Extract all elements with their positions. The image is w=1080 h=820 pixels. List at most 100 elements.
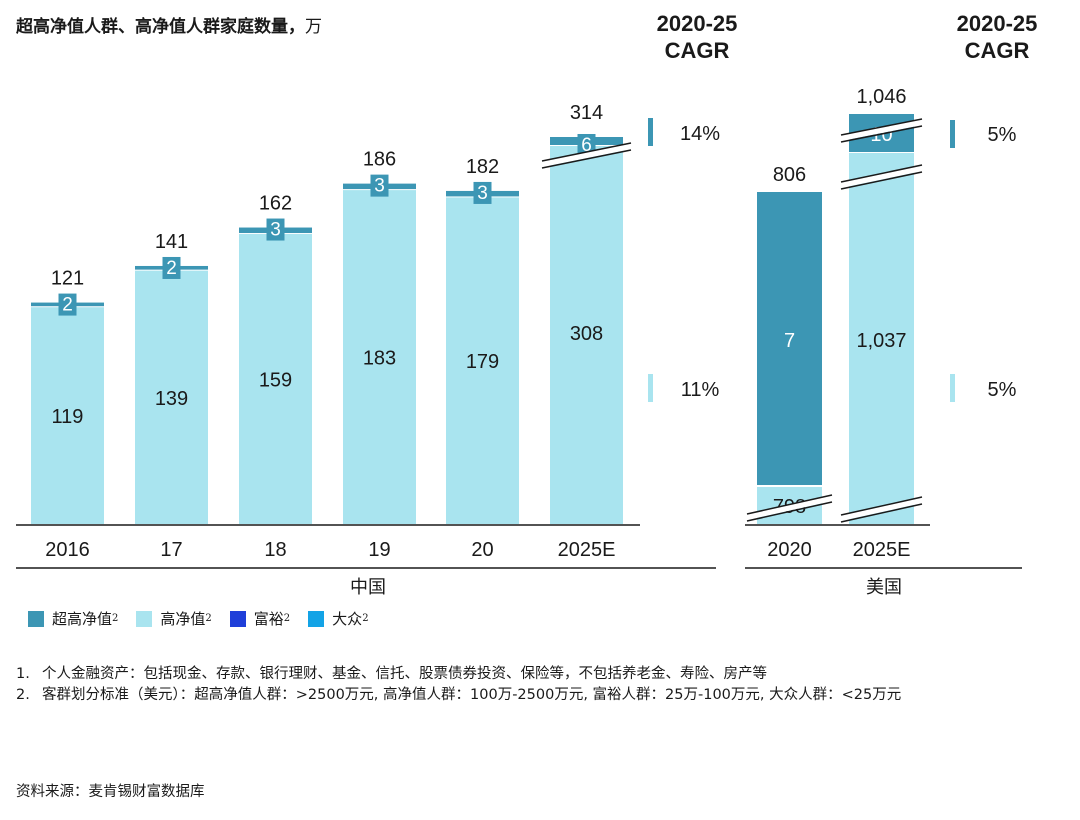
legend-item-2: 富裕 2 bbox=[229, 608, 291, 629]
footnote-1: 1. 个人金融资产：包括现金、存款、银行理财、基金、信托、股票债券投资、保险等，… bbox=[16, 664, 1066, 685]
cagr-header-period: 2020-25 bbox=[656, 11, 738, 36]
legend-label: 富裕 bbox=[253, 610, 284, 628]
stacked-bar-chart: 2119121201621391411731591621831831861931… bbox=[16, 86, 1022, 598]
axis-break-gap bbox=[840, 119, 923, 141]
cagr-value-hnw-us: 5% bbox=[988, 379, 1017, 401]
axis-break-line bbox=[840, 164, 923, 183]
legend-swatch bbox=[308, 610, 325, 627]
hnw-value-label-2025E: 308 bbox=[570, 323, 603, 345]
footnote-number: 1. bbox=[16, 666, 30, 682]
axis-break-line bbox=[840, 496, 923, 516]
bar-hnw-18 bbox=[239, 234, 312, 524]
uhnw-value-label-2020: 7 bbox=[784, 330, 795, 352]
hnw-value-label-17: 139 bbox=[155, 388, 188, 410]
legend-footnote-ref: 2 bbox=[205, 613, 212, 624]
uhnw-label-box-2016 bbox=[58, 293, 77, 316]
uhnw-label-box-18 bbox=[266, 218, 285, 241]
cagr-header-china: 2020-25 CAGR bbox=[632, 10, 762, 64]
cagr-value-uhnw-china: 14% bbox=[680, 123, 720, 145]
footnote-text: 个人金融资产：包括现金、存款、银行理财、基金、信托、股票债券投资、保险等，不包括… bbox=[42, 666, 767, 682]
hnw-value-label-2016: 119 bbox=[52, 406, 84, 428]
cagr-header-label: CAGR bbox=[664, 38, 730, 63]
bar-hnw-20 bbox=[446, 197, 519, 524]
axis-break-line bbox=[541, 149, 632, 169]
total-label-2025E: 314 bbox=[570, 102, 603, 124]
axis-break-line bbox=[746, 501, 833, 522]
axis-break-line bbox=[746, 494, 833, 515]
hnw-value-label-19: 183 bbox=[363, 348, 396, 370]
total-label-18: 162 bbox=[259, 193, 292, 215]
cagr-value-uhnw-us: 5% bbox=[988, 124, 1017, 146]
chart-title: 超高净值人群、高净值人群家庭数量，万 bbox=[16, 12, 322, 37]
bar-hnw-2025E bbox=[849, 153, 914, 524]
legend-footnote-ref: 2 bbox=[283, 613, 291, 624]
footnotes: 1. 个人金融资产：包括现金、存款、银行理财、基金、信托、股票债券投资、保险等，… bbox=[16, 664, 1066, 706]
category-label-2020: 2020 bbox=[767, 539, 812, 561]
uhnw-label-box-20 bbox=[473, 181, 492, 204]
bar-hnw-19 bbox=[343, 190, 416, 525]
cagr-marker-hnw-us bbox=[950, 374, 955, 402]
category-label-17: 17 bbox=[160, 539, 182, 561]
bar-hnw-2016 bbox=[31, 307, 104, 524]
uhnw-label-box-19 bbox=[370, 174, 389, 197]
category-label-18: 18 bbox=[264, 539, 286, 561]
cagr-header-label: CAGR bbox=[964, 38, 1030, 63]
axis-break-gap bbox=[746, 495, 833, 520]
source-note: 资料来源：麦肯锡财富数据库 bbox=[16, 784, 205, 800]
title-unit: 万 bbox=[305, 17, 322, 37]
total-label-19: 186 bbox=[363, 149, 396, 171]
legend: 超高净值 2 高净值 2 富裕 2 大众 2 bbox=[28, 608, 387, 629]
footnote-text: 客群划分标准（美元）：超高净值人群：>2500万元, 高净值人群：100万-25… bbox=[42, 687, 902, 703]
axis-break-line bbox=[541, 142, 632, 162]
uhnw-value-label-19: 3 bbox=[374, 176, 385, 197]
legend-label: 大众 bbox=[332, 610, 363, 628]
category-label-19: 19 bbox=[368, 539, 390, 561]
legend-swatch bbox=[229, 610, 246, 627]
total-label-2025E: 1,046 bbox=[856, 86, 906, 108]
uhnw-value-label-18: 3 bbox=[270, 220, 281, 241]
legend-swatch bbox=[28, 610, 44, 627]
total-label-2020: 806 bbox=[773, 164, 806, 186]
cagr-header-us: 2020-25 CAGR bbox=[932, 10, 1062, 64]
axis-break-gap bbox=[541, 143, 632, 167]
axis-break-gap bbox=[840, 497, 923, 521]
cagr-value-hnw-china: 11% bbox=[681, 379, 720, 401]
bar-hnw-2025E bbox=[550, 146, 623, 524]
legend-swatch bbox=[136, 610, 153, 627]
uhnw-label-box-17 bbox=[162, 256, 181, 279]
legend-item-0: 超高净值 2 bbox=[28, 608, 118, 629]
total-label-17: 141 bbox=[155, 231, 188, 253]
category-label-2025E: 2025E bbox=[558, 539, 616, 561]
axis-break-line bbox=[840, 503, 923, 523]
cagr-marker-uhnw-us bbox=[950, 120, 955, 148]
uhnw-value-label-2025E: 6 bbox=[581, 135, 592, 156]
uhnw-value-label-17: 2 bbox=[166, 258, 177, 279]
cagr-marker-hnw-china bbox=[648, 374, 653, 402]
axis-break-line bbox=[840, 125, 923, 143]
legend-footnote-ref: 2 bbox=[112, 613, 119, 624]
hnw-value-label-20: 179 bbox=[466, 351, 499, 373]
group-label-us: 美国 bbox=[866, 577, 902, 598]
footnote-2: 2. 客群划分标准（美元）：超高净值人群：>2500万元, 高净值人群：100万… bbox=[16, 685, 1066, 706]
total-label-20: 182 bbox=[466, 156, 499, 178]
axis-break-line bbox=[840, 171, 923, 190]
uhnw-value-label-20: 3 bbox=[477, 183, 488, 204]
bar-hnw-17 bbox=[135, 270, 208, 524]
legend-item-3: 大众 2 bbox=[308, 608, 369, 629]
category-label-2016: 2016 bbox=[45, 539, 90, 561]
footnote-number: 2. bbox=[16, 687, 30, 703]
uhnw-value-label-2016: 2 bbox=[62, 295, 73, 316]
total-label-2016: 121 bbox=[51, 268, 84, 290]
axis-break-line bbox=[840, 118, 923, 136]
title-text: 超高净值人群、高净值人群家庭数量， bbox=[16, 17, 305, 37]
legend-label: 超高净值 bbox=[52, 610, 113, 628]
cagr-marker-uhnw-china bbox=[648, 118, 653, 146]
hnw-value-label-2025E: 1,037 bbox=[856, 330, 906, 352]
cagr-header-period: 2020-25 bbox=[956, 11, 1038, 36]
legend-item-1: 高净值 2 bbox=[136, 608, 212, 629]
group-label-china: 中国 bbox=[350, 577, 386, 598]
category-label-2025E: 2025E bbox=[853, 539, 911, 561]
hnw-value-label-18: 159 bbox=[259, 370, 292, 392]
bar-uhnw-2020 bbox=[757, 192, 822, 485]
category-label-20: 20 bbox=[471, 539, 493, 561]
